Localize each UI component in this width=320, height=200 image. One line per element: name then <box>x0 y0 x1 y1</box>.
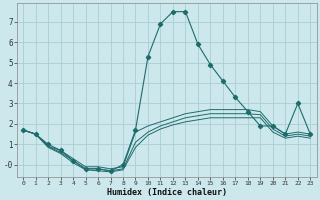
X-axis label: Humidex (Indice chaleur): Humidex (Indice chaleur) <box>107 188 227 197</box>
